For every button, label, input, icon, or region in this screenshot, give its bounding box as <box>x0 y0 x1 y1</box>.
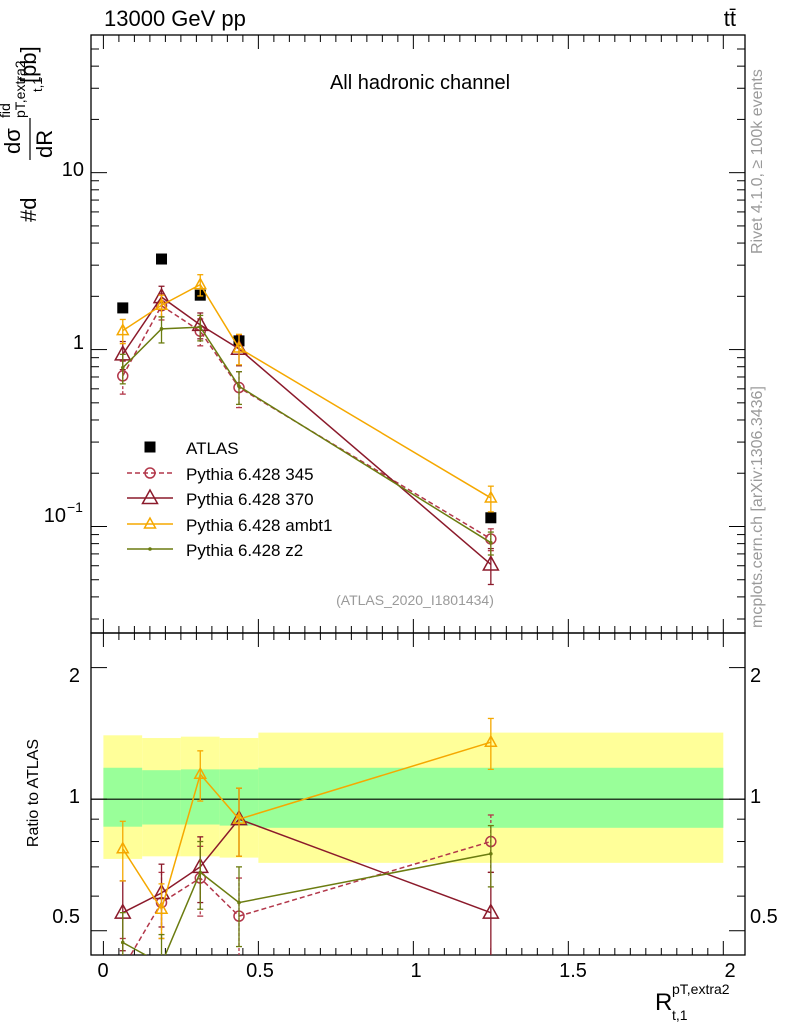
legend-label-data: ATLAS <box>186 439 239 458</box>
ratio-point-z2-3 <box>237 900 241 905</box>
legend-marker-z2 <box>148 547 152 551</box>
svg-text:fid: fid <box>0 103 13 118</box>
main-point-ambt1-1 <box>154 297 169 311</box>
band-inner-0 <box>103 767 143 827</box>
axis-ticks <box>91 34 745 955</box>
main-point-ambt1-3 <box>232 340 246 353</box>
main-series-z2 <box>119 314 494 556</box>
ratio-point-p345-0 <box>118 963 128 973</box>
ratio-ytick-label-0.5: 0.5 <box>52 906 80 928</box>
ratio-point-ambt1-3 <box>232 811 246 824</box>
ratio-point-ambt1-0 <box>116 841 130 854</box>
ratio-xlabel: R t,1 pT,extra2 <box>655 981 730 1023</box>
main-point-data-4 <box>485 512 497 524</box>
main-series-ambt1 <box>116 274 498 513</box>
energy-label: 13000 GeV pp <box>104 6 246 31</box>
ratio-point-ambt1-2 <box>193 766 208 780</box>
main-ytick-label-10: 10 <box>62 159 84 181</box>
main-point-z2-2 <box>198 325 203 329</box>
legend: ATLAS Pythia 6.428 345 Pythia 6.428 370 … <box>127 439 332 560</box>
legend-marker-ambt1 <box>143 516 157 529</box>
svg-text:#d: #d <box>16 198 41 222</box>
svg-text:dσ: dσ <box>0 128 25 154</box>
main-point-ambt1-4 <box>484 490 498 503</box>
legend-label-p370: Pythia 6.428 370 <box>186 490 314 509</box>
svg-text:pT,extra2: pT,extra2 <box>12 60 28 118</box>
band-inner-1 <box>142 770 181 825</box>
main-point-z2-1 <box>159 327 164 331</box>
ratio-ytick-label-1: 1 <box>69 786 80 808</box>
xtick-label-0.5: 0.5 <box>246 960 274 982</box>
main-point-ambt1-2 <box>193 277 208 290</box>
ratio-point-p370-4 <box>482 903 500 919</box>
legend-label-z2: Pythia 6.428 z2 <box>186 541 303 560</box>
svg-text:t,1: t,1 <box>30 78 45 92</box>
xtick-label-1: 1 <box>410 960 421 982</box>
ratio-series-z2 <box>119 824 494 966</box>
main-point-data-1 <box>156 253 168 265</box>
ratio-line-z2 <box>122 853 491 955</box>
band-inner-4 <box>258 767 724 828</box>
xtick-label-0: 0 <box>97 960 108 982</box>
main-series-p345 <box>117 293 497 552</box>
ratio-plot-frame <box>90 632 746 956</box>
main-point-p370-4 <box>482 554 500 571</box>
ratio-point-ambt1-1 <box>154 901 169 914</box>
main-series-p370 <box>113 285 500 586</box>
ratio-point-z2-0 <box>120 940 125 945</box>
legend-label-ambt1: Pythia 6.428 ambt1 <box>186 516 332 535</box>
ratio-uncertainty-bands <box>91 732 745 863</box>
ratio-series-ambt1 <box>116 717 498 940</box>
ratio-ytick-label-right-1: 1 <box>750 786 761 808</box>
ratio-point-z2-1 <box>160 962 164 966</box>
main-ytick-label-0.1-exp: −1 <box>67 499 83 515</box>
main-line-z2 <box>122 326 492 544</box>
ratio-plot-series <box>113 717 500 973</box>
main-ylabel: #d dσ fid pT,extra2 dR t,1 [pb] <box>0 46 57 222</box>
ratio-point-z2-2 <box>198 870 203 875</box>
main-title: All hadronic channel <box>330 72 510 94</box>
svg-text:pT,extra2: pT,extra2 <box>672 981 730 997</box>
ratio-ytick-label-2: 2 <box>69 665 80 687</box>
rivet-version-label: Rivet 4.1.0, ≥ 100k events <box>749 69 766 254</box>
legend-label-p345: Pythia 6.428 345 <box>186 465 314 484</box>
svg-text:dR: dR <box>32 130 57 158</box>
main-point-data-0 <box>117 302 129 314</box>
xtick-label-1.5: 1.5 <box>559 960 587 982</box>
svg-text:t,1: t,1 <box>672 1007 688 1023</box>
main-ytick-label-0.1: 10 <box>44 505 66 527</box>
legend-marker-data <box>144 441 156 453</box>
ratio-point-ambt1-4 <box>484 734 498 747</box>
mcplots-source-label: mcplots.cern.ch [arXiv:1306.3436] <box>749 386 766 628</box>
ratio-ylabel: Ratio to ATLAS <box>25 739 42 847</box>
main-point-z2-0 <box>120 365 125 370</box>
main-point-ambt1-0 <box>116 323 130 336</box>
ratio-ytick-label-right-0.5: 0.5 <box>750 906 778 928</box>
ratio-ytick-label-right-2: 2 <box>750 665 761 687</box>
svg-text:[pb]: [pb] <box>16 46 41 83</box>
legend-marker-p370 <box>141 488 159 505</box>
main-ytick-label-1: 1 <box>73 332 84 354</box>
main-plot-series <box>113 253 500 586</box>
main-point-z2-4 <box>489 540 493 545</box>
xtick-label-2: 2 <box>724 960 735 982</box>
process-label: tt̄ <box>723 6 736 31</box>
legend-marker-p345 <box>144 467 156 479</box>
main-point-z2-3 <box>237 384 241 389</box>
svg-text:R: R <box>655 989 672 1016</box>
analysis-watermark: (ATLAS_2020_I1801434) <box>336 592 494 608</box>
ratio-point-z2-4 <box>489 851 493 856</box>
